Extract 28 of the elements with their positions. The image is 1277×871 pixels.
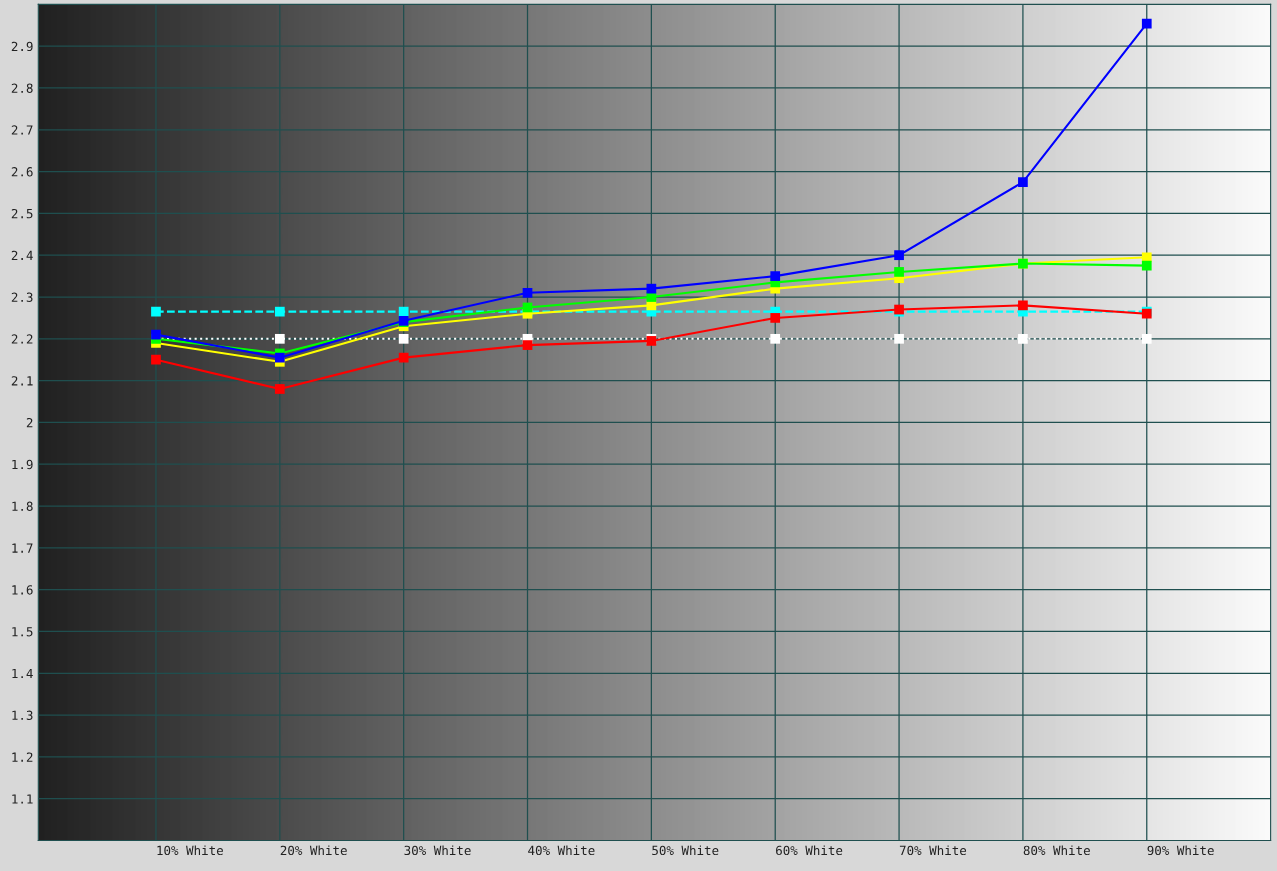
- y-tick-label: 2.6: [11, 167, 33, 177]
- y-tick-label: 1.7: [12, 543, 33, 553]
- y-tick-label: 1.8: [12, 501, 33, 512]
- x-tick-label: 60% White: [776, 845, 843, 856]
- x-tick-label: 90% White: [1147, 845, 1214, 856]
- y-tick-label: 1.5: [12, 627, 33, 637]
- y-tick-label: 2.5: [11, 208, 33, 219]
- x-tick-label: 40% White: [528, 845, 595, 856]
- y-tick-label: 1.3: [12, 710, 33, 721]
- y-tick-label: 2.8: [11, 83, 33, 93]
- y-tick-label: 2.2: [11, 334, 33, 344]
- y-tick-label: 1.6: [12, 585, 33, 595]
- x-tick-label: 80% White: [1023, 845, 1090, 856]
- y-tick-label: 1.4: [12, 668, 33, 679]
- y-tick-label: 2.7: [11, 125, 33, 135]
- y-tick-label: 1.1: [12, 794, 33, 804]
- y-tick-label: 1.9: [12, 459, 33, 470]
- y-tick-label: 1.2: [12, 752, 33, 762]
- x-tick-label: 10% White: [157, 845, 223, 856]
- y-tick-label: 2.4: [11, 250, 33, 260]
- x-tick-label: 70% White: [899, 845, 967, 856]
- x-tick-label: 50% White: [652, 845, 719, 856]
- y-tick-label: 2.9: [11, 41, 33, 52]
- x-tick-label: 20% White: [280, 845, 347, 856]
- y-tick-label: 2.3: [11, 292, 33, 302]
- y-tick-label: 2: [26, 417, 33, 428]
- y-tick-label: 2.1: [11, 376, 33, 386]
- x-tick-label: 30% White: [404, 845, 471, 856]
